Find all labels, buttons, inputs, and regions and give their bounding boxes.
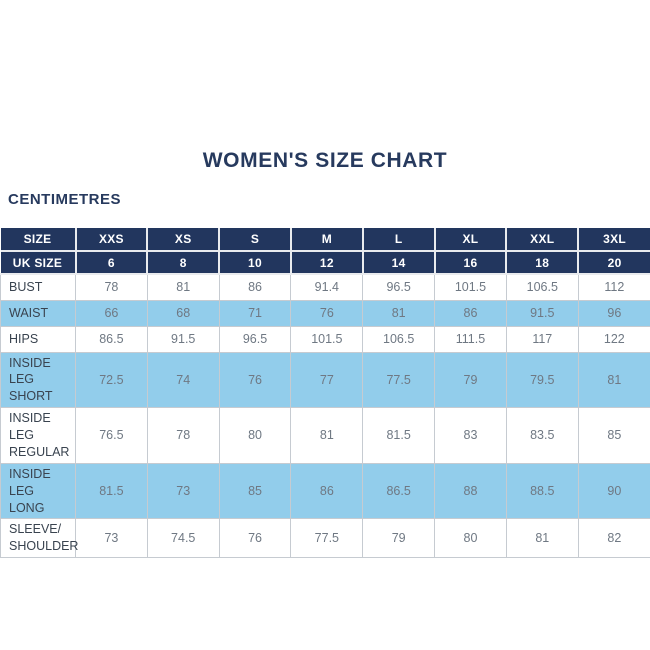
measurement-label: INSIDE LEG SHORT (0, 351, 76, 409)
measurement-value-cell: 101.5 (434, 273, 507, 301)
measurement-value-cell: 86 (434, 299, 507, 327)
measurement-value-cell: 83 (434, 407, 507, 464)
header-cell-20: 20 (577, 250, 650, 275)
header-row-label: UK SIZE (0, 250, 77, 275)
header-row-uk-size: UK SIZE 6 8 10 12 14 16 18 20 (0, 250, 650, 275)
measurement-label: HIPS (0, 325, 76, 353)
measurement-value-cell: 78 (75, 273, 148, 301)
measurement-row-hips: HIPS 86.5 91.5 96.5 101.5 106.5 111.5 117 122 (0, 325, 650, 353)
measurement-value-cell: 85 (218, 462, 292, 520)
measurement-value-cell: 81.5 (75, 462, 148, 520)
header-cell-l: L (361, 228, 436, 252)
measurement-value-cell: 81 (362, 299, 436, 327)
header-cell-18: 18 (505, 250, 580, 275)
measurement-label: BUST (0, 273, 76, 301)
header-cell-m: M (289, 228, 364, 252)
header-row-size: SIZE XXS XS S M L XL XXL 3XL (0, 228, 650, 252)
measurement-value-cell: 81 (505, 518, 579, 559)
measurement-value-cell: 79 (362, 518, 436, 559)
measurement-value-cell: 66 (75, 299, 148, 327)
measurement-value-cell: 91.4 (290, 273, 364, 301)
measurement-value-cell: 76 (218, 518, 292, 559)
measurement-value-cell: 82 (577, 518, 650, 559)
header-cell-xxl: XXL (505, 228, 580, 252)
measurement-value-cell: 73 (146, 462, 220, 520)
measurement-value-cell: 111.5 (434, 325, 507, 353)
measurement-value-cell: 86 (290, 462, 364, 520)
measurement-value-cell: 81 (577, 351, 650, 409)
measurement-value-cell: 81 (290, 407, 364, 464)
measurement-value-cell: 76 (290, 299, 364, 327)
measurement-value-cell: 81 (146, 273, 220, 301)
measurement-value-cell: 77.5 (362, 351, 436, 409)
measurement-label: INSIDE LEG REGULAR (0, 407, 76, 464)
measurement-value-cell: 86.5 (362, 462, 436, 520)
measurement-value-cell: 81.5 (362, 407, 436, 464)
header-cell-14: 14 (361, 250, 436, 275)
measurement-value-cell: 86.5 (75, 325, 148, 353)
header-row-label: SIZE (0, 228, 77, 252)
measurement-label: WAIST (0, 299, 76, 327)
measurement-value-cell: 78 (146, 407, 220, 464)
measurement-value-cell: 91.5 (146, 325, 220, 353)
measurement-value-cell: 88.5 (505, 462, 579, 520)
measurement-row-inside-leg-regular: INSIDE LEG REGULAR 76.5 78 80 81 81.5 83 83.5 85 (0, 407, 650, 464)
measurement-value-cell: 122 (577, 325, 650, 353)
measurement-row-waist: WAIST 66 68 71 76 81 86 91.5 96 (0, 299, 650, 327)
measurement-value-cell: 117 (505, 325, 579, 353)
measurement-value-cell: 71 (218, 299, 292, 327)
header-cell-3xl: 3XL (577, 228, 650, 252)
measurement-value-cell: 91.5 (505, 299, 579, 327)
measurement-value-cell: 80 (218, 407, 292, 464)
measurement-value-cell: 80 (434, 518, 507, 559)
measurement-value-cell: 112 (577, 273, 650, 301)
header-cell-12: 12 (289, 250, 364, 275)
measurement-value-cell: 73 (75, 518, 148, 559)
measurement-value-cell: 90 (577, 462, 650, 520)
measurement-value-cell: 96.5 (218, 325, 292, 353)
header-cell-8: 8 (146, 250, 221, 275)
measurement-value-cell: 85 (577, 407, 650, 464)
header-cell-xl: XL (433, 228, 508, 252)
measurement-value-cell: 79.5 (505, 351, 579, 409)
measurement-value-cell: 88 (434, 462, 507, 520)
measurement-value-cell: 96.5 (362, 273, 436, 301)
header-cell-6: 6 (74, 250, 149, 275)
measurement-value-cell: 74.5 (146, 518, 220, 559)
measurement-value-cell: 106.5 (362, 325, 436, 353)
header-cell-s: S (218, 228, 292, 252)
measurement-value-cell: 76.5 (75, 407, 148, 464)
unit-label: CENTIMETRES (8, 191, 122, 208)
measurement-value-cell: 68 (146, 299, 220, 327)
header-cell-10: 10 (218, 250, 292, 275)
measurement-value-cell: 76 (218, 351, 292, 409)
size-chart-table: SIZE XXS XS S M L XL XXL 3XL UK SIZE 6 8 10 12 14 16 18 2… (0, 228, 650, 559)
measurement-value-cell: 77 (290, 351, 364, 409)
size-table-head: SIZE XXS XS S M L XL XXL 3XL UK SIZE 6 8 10 12 14 16 18 2… (0, 228, 650, 275)
header-cell-16: 16 (433, 250, 508, 275)
measurement-row-sleeve-shoulder: SLEEVE/ SHOULDER 73 74.5 76 77.5 79 80 81 82 (0, 518, 650, 559)
measurement-value-cell: 86 (218, 273, 292, 301)
header-cell-xs: XS (146, 228, 221, 252)
measurement-value-cell: 83.5 (505, 407, 579, 464)
page-title: WOMEN'S SIZE CHART (202, 149, 448, 172)
measurement-value-cell: 72.5 (75, 351, 148, 409)
measurement-label: INSIDE LEG LONG (0, 462, 76, 520)
measurement-label: SLEEVE/ SHOULDER (0, 518, 78, 559)
measurement-row-inside-leg-long: INSIDE LEG LONG 81.5 73 85 86 86.5 88 88.5 90 (0, 462, 650, 520)
size-table-body: BUST 78 81 86 91.4 96.5 101.5 106.5 112 WAIST 66 68… (0, 273, 650, 559)
measurement-value-cell: 101.5 (290, 325, 364, 353)
measurement-row-inside-leg-short: INSIDE LEG SHORT 72.5 74 76 77 77.5 79 79.5 81 (0, 351, 650, 409)
measurement-row-bust: BUST 78 81 86 91.4 96.5 101.5 106.5 112 (0, 273, 650, 301)
measurement-value-cell: 77.5 (290, 518, 364, 559)
measurement-value-cell: 106.5 (505, 273, 579, 301)
header-cell-xxs: XXS (74, 228, 149, 252)
measurement-value-cell: 96 (577, 299, 650, 327)
measurement-value-cell: 74 (146, 351, 220, 409)
measurement-value-cell: 79 (434, 351, 507, 409)
